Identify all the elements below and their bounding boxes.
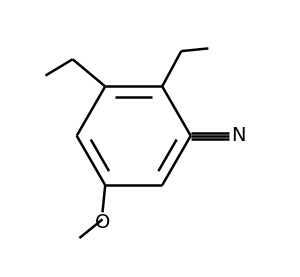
Text: O: O xyxy=(95,213,110,232)
Text: N: N xyxy=(231,126,245,145)
